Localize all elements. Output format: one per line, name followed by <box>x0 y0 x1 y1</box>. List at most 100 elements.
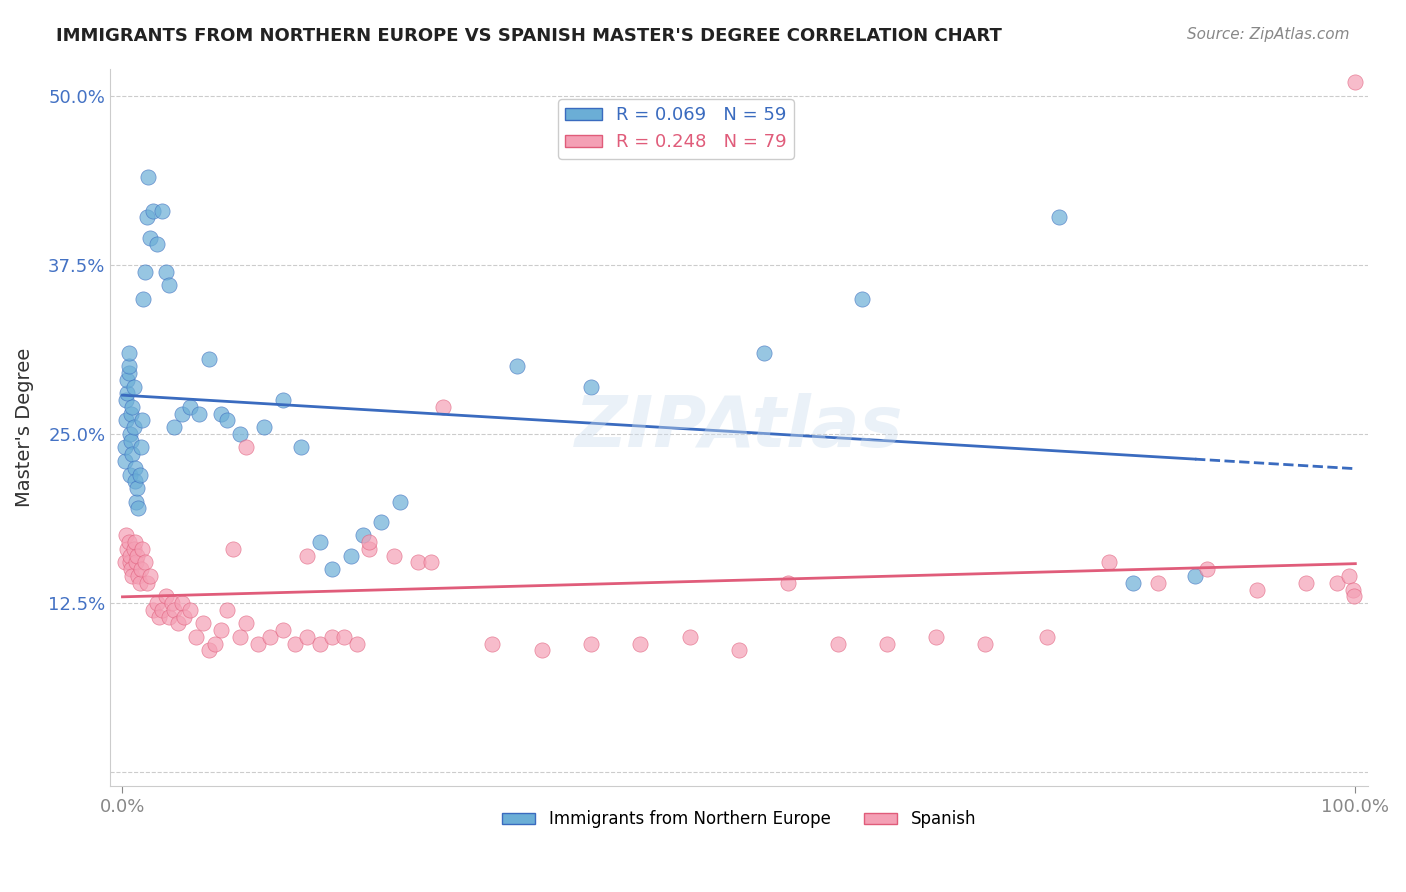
Point <box>157 609 180 624</box>
Point <box>121 569 143 583</box>
Point <box>124 460 146 475</box>
Point <box>1341 582 1364 597</box>
Point <box>142 603 165 617</box>
Point <box>1098 556 1121 570</box>
Point <box>115 393 138 408</box>
Point <box>235 616 257 631</box>
Text: Source: ZipAtlas.com: Source: ZipAtlas.com <box>1187 27 1350 42</box>
Point <box>197 643 219 657</box>
Point <box>827 637 849 651</box>
Point <box>163 603 186 617</box>
Point <box>1344 75 1367 89</box>
Point <box>628 637 651 651</box>
Point <box>1049 211 1071 225</box>
Point <box>128 467 150 482</box>
Point <box>370 515 392 529</box>
Point <box>170 407 193 421</box>
Point <box>118 426 141 441</box>
Point <box>138 230 160 244</box>
Point <box>481 637 503 651</box>
Point <box>125 556 148 570</box>
Point <box>333 630 356 644</box>
Point <box>253 420 276 434</box>
Point <box>308 637 330 651</box>
Point <box>339 549 361 563</box>
Point <box>235 441 257 455</box>
Point <box>197 352 219 367</box>
Point <box>118 556 141 570</box>
Point <box>678 630 700 644</box>
Point <box>155 590 177 604</box>
Text: ZIPAtlas: ZIPAtlas <box>575 392 903 462</box>
Point <box>876 637 898 651</box>
Point <box>1036 630 1059 644</box>
Point <box>1339 569 1361 583</box>
Point <box>209 623 232 637</box>
Point <box>117 535 139 549</box>
Point <box>579 637 602 651</box>
Point <box>114 441 136 455</box>
Point <box>191 616 214 631</box>
Point <box>148 609 170 624</box>
Point <box>157 278 180 293</box>
Point <box>136 211 159 225</box>
Point <box>129 562 152 576</box>
Point <box>115 528 138 542</box>
Point <box>752 345 775 359</box>
Point <box>127 481 149 495</box>
Point <box>114 556 136 570</box>
Point <box>160 596 183 610</box>
Point <box>122 541 145 556</box>
Point <box>179 603 201 617</box>
Point <box>1147 575 1170 590</box>
Point <box>352 528 374 542</box>
Point <box>127 549 149 563</box>
Point <box>1197 562 1219 576</box>
Point <box>308 535 330 549</box>
Point <box>204 637 226 651</box>
Text: IMMIGRANTS FROM NORTHERN EUROPE VS SPANISH MASTER'S DEGREE CORRELATION CHART: IMMIGRANTS FROM NORTHERN EUROPE VS SPANI… <box>56 27 1002 45</box>
Point <box>117 366 139 380</box>
Point <box>247 637 270 651</box>
Point <box>117 359 139 374</box>
Point <box>118 549 141 563</box>
Point <box>530 643 553 657</box>
Point <box>117 345 139 359</box>
Point <box>129 441 152 455</box>
Point <box>163 420 186 434</box>
Point <box>1122 575 1144 590</box>
Point <box>271 393 294 408</box>
Point <box>1184 569 1206 583</box>
Point <box>150 603 173 617</box>
Point <box>155 264 177 278</box>
Point <box>121 447 143 461</box>
Point <box>321 630 343 644</box>
Point <box>167 616 190 631</box>
Point <box>117 386 139 401</box>
Point <box>134 264 156 278</box>
Point <box>114 454 136 468</box>
Point <box>127 569 149 583</box>
Point <box>271 623 294 637</box>
Point <box>124 475 146 489</box>
Point <box>128 575 150 590</box>
Point <box>357 541 380 556</box>
Point <box>728 643 751 657</box>
Point <box>120 434 142 448</box>
Point <box>121 400 143 414</box>
Point <box>1295 575 1317 590</box>
Point <box>170 596 193 610</box>
Legend: Immigrants from Northern Europe, Spanish: Immigrants from Northern Europe, Spanish <box>495 804 983 835</box>
Point <box>217 413 239 427</box>
Point <box>187 407 209 421</box>
Point <box>146 237 169 252</box>
Point <box>132 292 155 306</box>
Point <box>579 379 602 393</box>
Point <box>125 494 148 508</box>
Point <box>173 609 195 624</box>
Point <box>259 630 281 644</box>
Point <box>217 603 239 617</box>
Point <box>127 501 149 516</box>
Point <box>117 541 139 556</box>
Point <box>118 467 141 482</box>
